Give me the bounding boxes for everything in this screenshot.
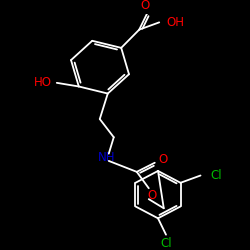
Text: HO: HO xyxy=(34,76,52,89)
Text: Cl: Cl xyxy=(160,237,172,250)
Text: OH: OH xyxy=(166,16,184,29)
Text: Cl: Cl xyxy=(211,169,222,182)
Text: O: O xyxy=(147,189,156,202)
Text: NH: NH xyxy=(98,151,116,164)
Text: O: O xyxy=(140,0,150,12)
Text: O: O xyxy=(158,152,168,166)
